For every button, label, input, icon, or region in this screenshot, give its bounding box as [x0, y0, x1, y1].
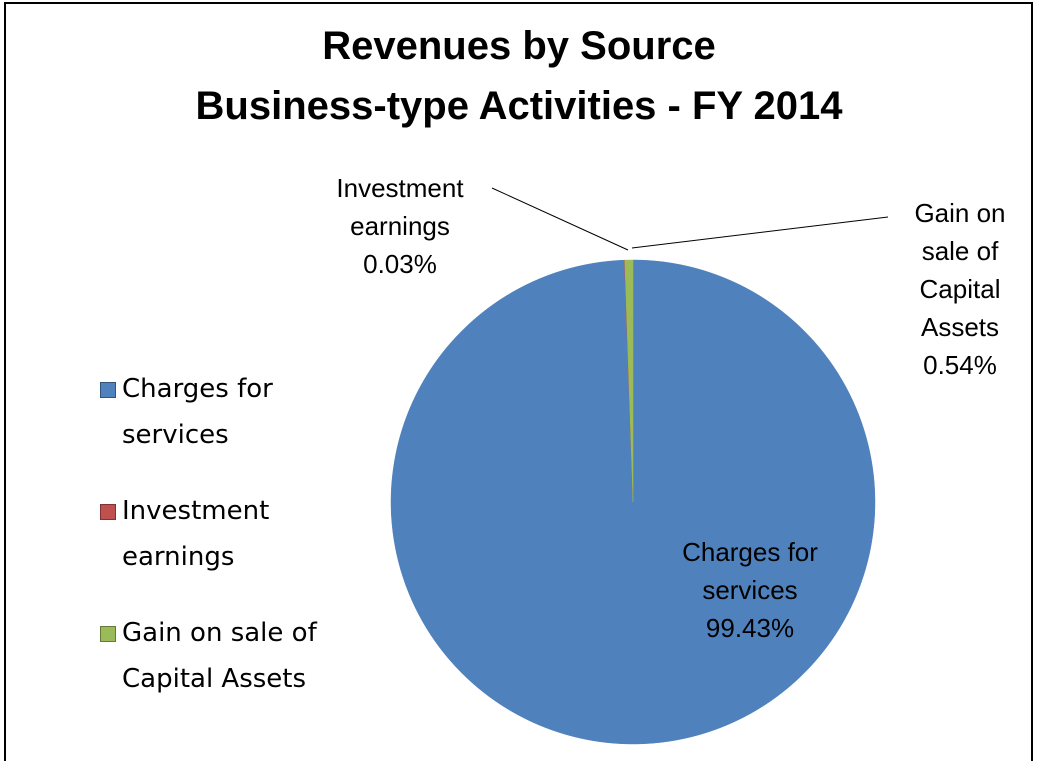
- chart-title: Revenues by Source: [322, 24, 716, 68]
- leader-line: [491, 187, 629, 251]
- legend-swatch: [100, 382, 116, 398]
- label-value: 0.03%: [363, 249, 437, 279]
- legend-swatch: [100, 504, 116, 520]
- label-category: Investment earnings: [336, 173, 464, 241]
- data-label: Investment earnings 0.03%: [310, 169, 490, 283]
- legend-entry: Investment earnings: [100, 488, 320, 580]
- data-label: Gain on sale of Capital Assets 0.54%: [895, 194, 1025, 384]
- label-value: 0.54%: [923, 350, 997, 380]
- data-label: Charges for services 99.43%: [650, 533, 850, 647]
- legend: Charges for services Investment earnings G…: [100, 366, 320, 732]
- leader-line: [631, 216, 889, 249]
- pie-slice: [624, 259, 634, 503]
- chart-border: [4, 2, 1033, 761]
- legend-label: Gain on sale of Capital Assets: [122, 618, 317, 694]
- label-value: 99.43%: [705, 613, 795, 643]
- legend-label: Investment earnings: [122, 496, 270, 572]
- legend-label: Charges for services: [122, 374, 273, 450]
- legend-entry: Charges for services: [100, 366, 320, 458]
- label-category: Charges for services: [682, 537, 818, 605]
- legend-swatch: [100, 626, 116, 642]
- label-category: Gain on sale of Capital Assets: [914, 198, 1006, 342]
- chart-subtitle: Business-type Activities - FY 2014: [195, 84, 843, 128]
- legend-entry: Gain on sale of Capital Assets: [100, 610, 320, 702]
